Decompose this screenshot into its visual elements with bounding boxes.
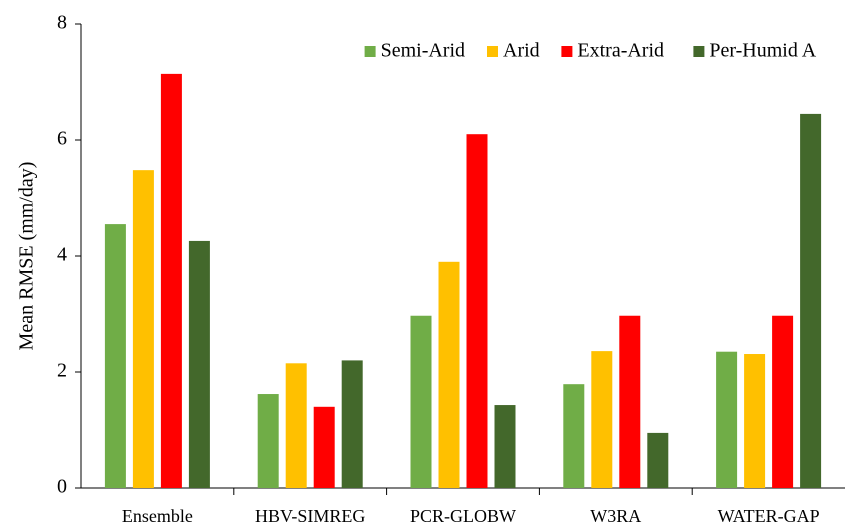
bar — [313, 406, 335, 488]
bar — [257, 394, 279, 488]
bar — [772, 315, 794, 488]
bar — [716, 351, 738, 488]
bar — [563, 384, 585, 488]
legend-swatch — [561, 46, 573, 57]
legend-label: Semi-Arid — [381, 40, 465, 62]
x-tick-label: HBV-SIMREG — [255, 506, 365, 526]
legend-swatch — [693, 46, 705, 57]
legend-label: Per-Humid A — [709, 40, 816, 62]
x-tick-label: WATER-GAP — [718, 506, 820, 526]
bar — [466, 134, 488, 488]
bar — [647, 432, 669, 488]
bar — [285, 363, 307, 488]
y-axis-title: Mean RMSE (mm/day) — [16, 162, 38, 351]
bar — [494, 405, 516, 488]
bar — [341, 360, 363, 488]
bar — [591, 351, 613, 488]
bar — [104, 224, 126, 488]
x-tick-label: PCR-GLOBW — [410, 506, 516, 526]
x-tick-label: Ensemble — [122, 506, 193, 526]
bar — [410, 315, 432, 488]
bar — [160, 73, 182, 488]
y-tick-label: 4 — [57, 244, 67, 266]
bar — [188, 240, 210, 488]
bar — [619, 315, 641, 488]
bar — [438, 261, 460, 488]
y-tick-label: 8 — [57, 12, 67, 34]
y-tick-label: 0 — [57, 476, 67, 498]
x-tick-label: W3RA — [590, 506, 641, 526]
legend-label: Extra-Arid — [577, 40, 664, 62]
bar — [744, 354, 766, 488]
bar — [800, 113, 822, 489]
legend-swatch — [364, 46, 376, 57]
legend-swatch — [487, 46, 498, 57]
y-tick-label: 2 — [57, 360, 67, 382]
legend-label: Arid — [503, 40, 540, 62]
y-tick-label: 6 — [57, 128, 67, 150]
bar — [132, 170, 154, 488]
